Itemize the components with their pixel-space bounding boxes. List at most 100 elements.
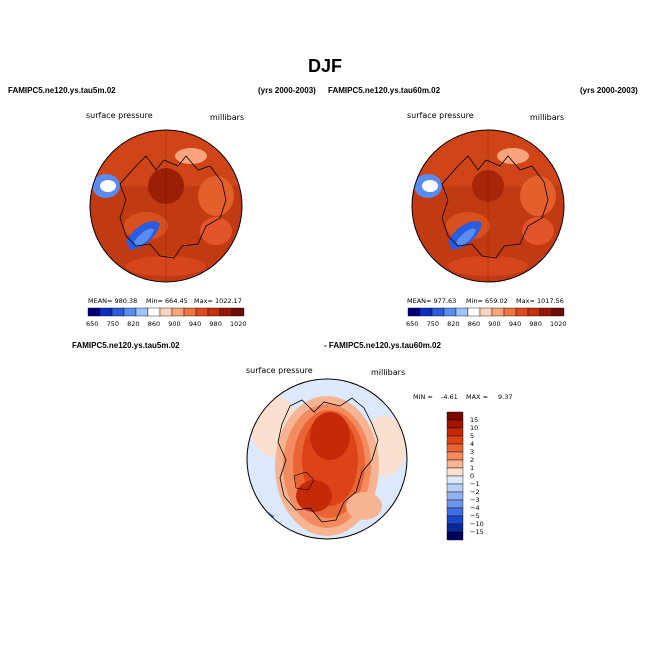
diff-left-header: FAMIPC5.ne120.ys.tau5m.02 xyxy=(72,341,180,350)
colorbar-swatch xyxy=(111,307,125,317)
colorbar-tick-label: −15 xyxy=(470,528,484,536)
diff-units-label: millibars xyxy=(371,368,406,377)
diff-right-header: - FAMIPC5.ne120.ys.tau60m.02 xyxy=(324,341,441,350)
colorbar-swatch xyxy=(446,427,464,437)
right-years-header: (yrs 2000-2003) xyxy=(580,86,638,95)
panel2-units-label: millibars xyxy=(530,113,565,122)
panel2-min: Min= 659.02 xyxy=(466,297,508,305)
colorbar-swatch xyxy=(446,451,464,461)
colorbar-tick-label: 10 xyxy=(470,424,479,432)
diff-min-value: -4.61 xyxy=(441,393,458,401)
panel1-min: Min= 664.45 xyxy=(146,297,188,305)
colorbar-tick-label: 820 xyxy=(127,320,140,328)
colorbar-swatch xyxy=(551,307,565,317)
diff-min-label: MIN = xyxy=(413,393,433,401)
colorbar-swatch xyxy=(491,307,505,317)
colorbar-tick-label: −10 xyxy=(470,520,484,528)
diff-max-value: 9.37 xyxy=(498,393,513,401)
panel2-max: Max= 1017.56 xyxy=(516,297,564,305)
colorbar-swatch xyxy=(539,307,553,317)
left-years-header: (yrs 2000-2003) xyxy=(258,86,316,95)
colorbar-swatch xyxy=(515,307,529,317)
colorbar-tick-label: 650 xyxy=(86,320,99,328)
panel2-variable-label: surface pressure xyxy=(407,111,474,120)
colorbar-swatch xyxy=(467,307,481,317)
colorbar-tick-label: 940 xyxy=(188,320,202,328)
colorbar-tick-label: −4 xyxy=(470,504,480,512)
colorbar-swatch xyxy=(527,307,541,317)
colorbar-tick-label: −2 xyxy=(470,488,480,496)
colorbar-swatch xyxy=(419,307,433,317)
colorbar-tick-label: 1 xyxy=(470,464,475,472)
colorbar-swatch xyxy=(446,499,464,509)
colorbar-swatch xyxy=(446,467,464,477)
colorbar-tick-label: 650 xyxy=(406,320,419,328)
colorbar-swatch xyxy=(446,507,464,517)
colorbar-tick-label: 900 xyxy=(168,320,181,328)
colorbar-swatch xyxy=(407,307,421,317)
colorbar-tick-label: 900 xyxy=(488,320,501,328)
colorbar-swatch xyxy=(446,419,464,429)
colorbar-tick-label: −1 xyxy=(470,480,480,488)
colorbar-tick-label: 1020 xyxy=(550,320,567,328)
colorbar-tick-label: 4 xyxy=(470,440,475,448)
diff-variable-label: surface pressure xyxy=(246,366,313,375)
colorbar-tick-label: 750 xyxy=(426,320,439,328)
colorbar-swatch xyxy=(446,443,464,453)
colorbar-swatch xyxy=(135,307,149,317)
panel1-units-label: millibars xyxy=(210,113,245,122)
colorbar-tick-label: 750 xyxy=(106,320,119,328)
colorbar-tick-label: 860 xyxy=(147,320,161,328)
left-model-header: FAMIPC5.ne120.ys.tau5m.02 xyxy=(8,86,116,95)
colorbar-swatch xyxy=(123,307,137,317)
colorbar-swatch xyxy=(446,515,464,525)
colorbar-swatch xyxy=(446,523,464,533)
colorbar-swatch xyxy=(503,307,517,317)
colorbar-swatch xyxy=(443,307,457,317)
colorbar-swatch xyxy=(455,307,469,317)
colorbar-tick-label: −5 xyxy=(470,512,480,520)
colorbar-tick-label: 820 xyxy=(447,320,460,328)
diff-max-label: MAX = xyxy=(466,393,489,401)
colorbar-tick-label: 0 xyxy=(470,472,475,480)
colorbar-tick-label: 2 xyxy=(470,456,475,464)
colorbar-swatch xyxy=(446,411,464,421)
panel1-colorbar xyxy=(87,307,245,317)
colorbar-swatch xyxy=(446,475,464,485)
colorbar-swatch xyxy=(207,307,221,317)
panel1-polar-map xyxy=(89,129,243,283)
colorbar-swatch xyxy=(446,491,464,501)
panel1-max: Max= 1022.17 xyxy=(194,297,242,305)
colorbar-tick-label: 940 xyxy=(508,320,522,328)
colorbar-swatch xyxy=(231,307,245,317)
colorbar-tick-label: 980 xyxy=(209,320,222,328)
diff-polar-map xyxy=(246,378,408,540)
colorbar-swatch xyxy=(171,307,185,317)
colorbar-swatch xyxy=(147,307,161,317)
right-model-header: FAMIPC5.ne120.ys.tau60m.02 xyxy=(328,86,441,95)
panel1-mean: MEAN= 980.38 xyxy=(88,297,138,305)
colorbar-swatch xyxy=(219,307,233,317)
panel2-mean: MEAN= 977.63 xyxy=(407,297,457,305)
colorbar-tick-label: 980 xyxy=(529,320,542,328)
colorbar-tick-label: 15 xyxy=(470,416,479,424)
colorbar-tick-label: 860 xyxy=(467,320,481,328)
colorbar-swatch xyxy=(183,307,197,317)
panel1-variable-label: surface pressure xyxy=(86,111,153,120)
colorbar-tick-label: −3 xyxy=(470,496,480,504)
colorbar-swatch xyxy=(479,307,493,317)
colorbar-swatch xyxy=(446,483,464,493)
colorbar-swatch xyxy=(446,459,464,469)
colorbar-tick-label: 5 xyxy=(470,432,475,440)
colorbar-swatch xyxy=(431,307,445,317)
colorbar-swatch xyxy=(87,307,101,317)
page-title: DJF xyxy=(308,56,343,76)
colorbar-swatch xyxy=(446,531,464,541)
colorbar-swatch xyxy=(446,435,464,445)
colorbar-tick-label: 3 xyxy=(470,448,475,456)
colorbar-tick-label: 1020 xyxy=(230,320,247,328)
colorbar-swatch xyxy=(195,307,209,317)
diff-colorbar xyxy=(446,411,464,541)
panel2-polar-map xyxy=(411,129,565,283)
colorbar-swatch xyxy=(99,307,113,317)
